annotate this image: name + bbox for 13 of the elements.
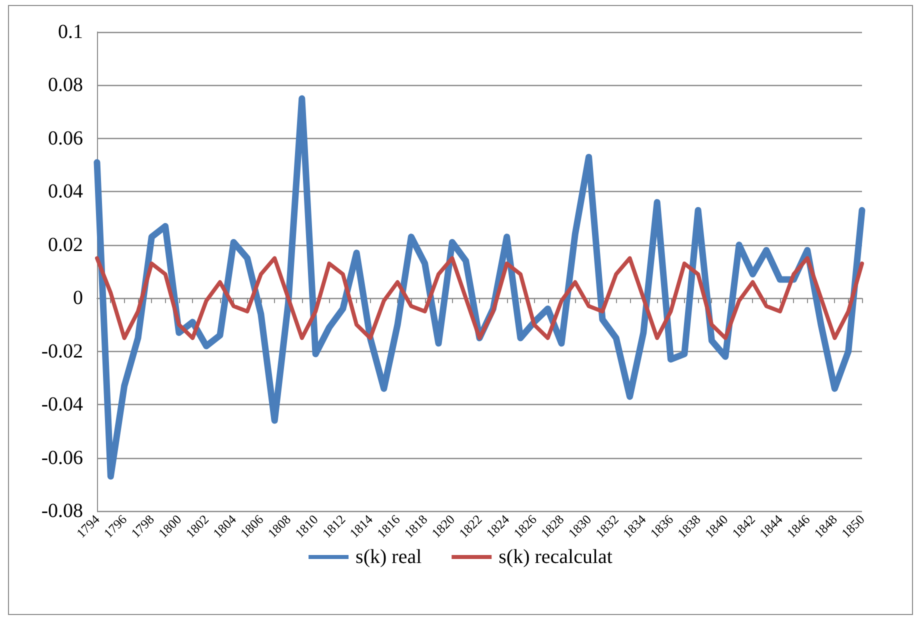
legend-label: s(k) real bbox=[356, 546, 422, 568]
y-tick-label: 0.08 bbox=[48, 74, 83, 96]
y-tick-label: 0.02 bbox=[48, 234, 83, 256]
y-tick-label: 0.06 bbox=[48, 127, 83, 150]
line-series bbox=[95, 256, 864, 340]
y-tick-label: 0 bbox=[73, 287, 83, 310]
y-tick-label: -0.08 bbox=[41, 500, 83, 522]
y-tick-label: 0.04 bbox=[48, 180, 83, 203]
y-tick-label: -0.02 bbox=[41, 340, 83, 362]
legend-label: s(k) recalculat bbox=[498, 546, 613, 568]
y-tick-label: -0.06 bbox=[41, 446, 83, 469]
y-tick-label: -0.04 bbox=[41, 394, 83, 416]
y-tick-label: 0.1 bbox=[58, 21, 83, 43]
